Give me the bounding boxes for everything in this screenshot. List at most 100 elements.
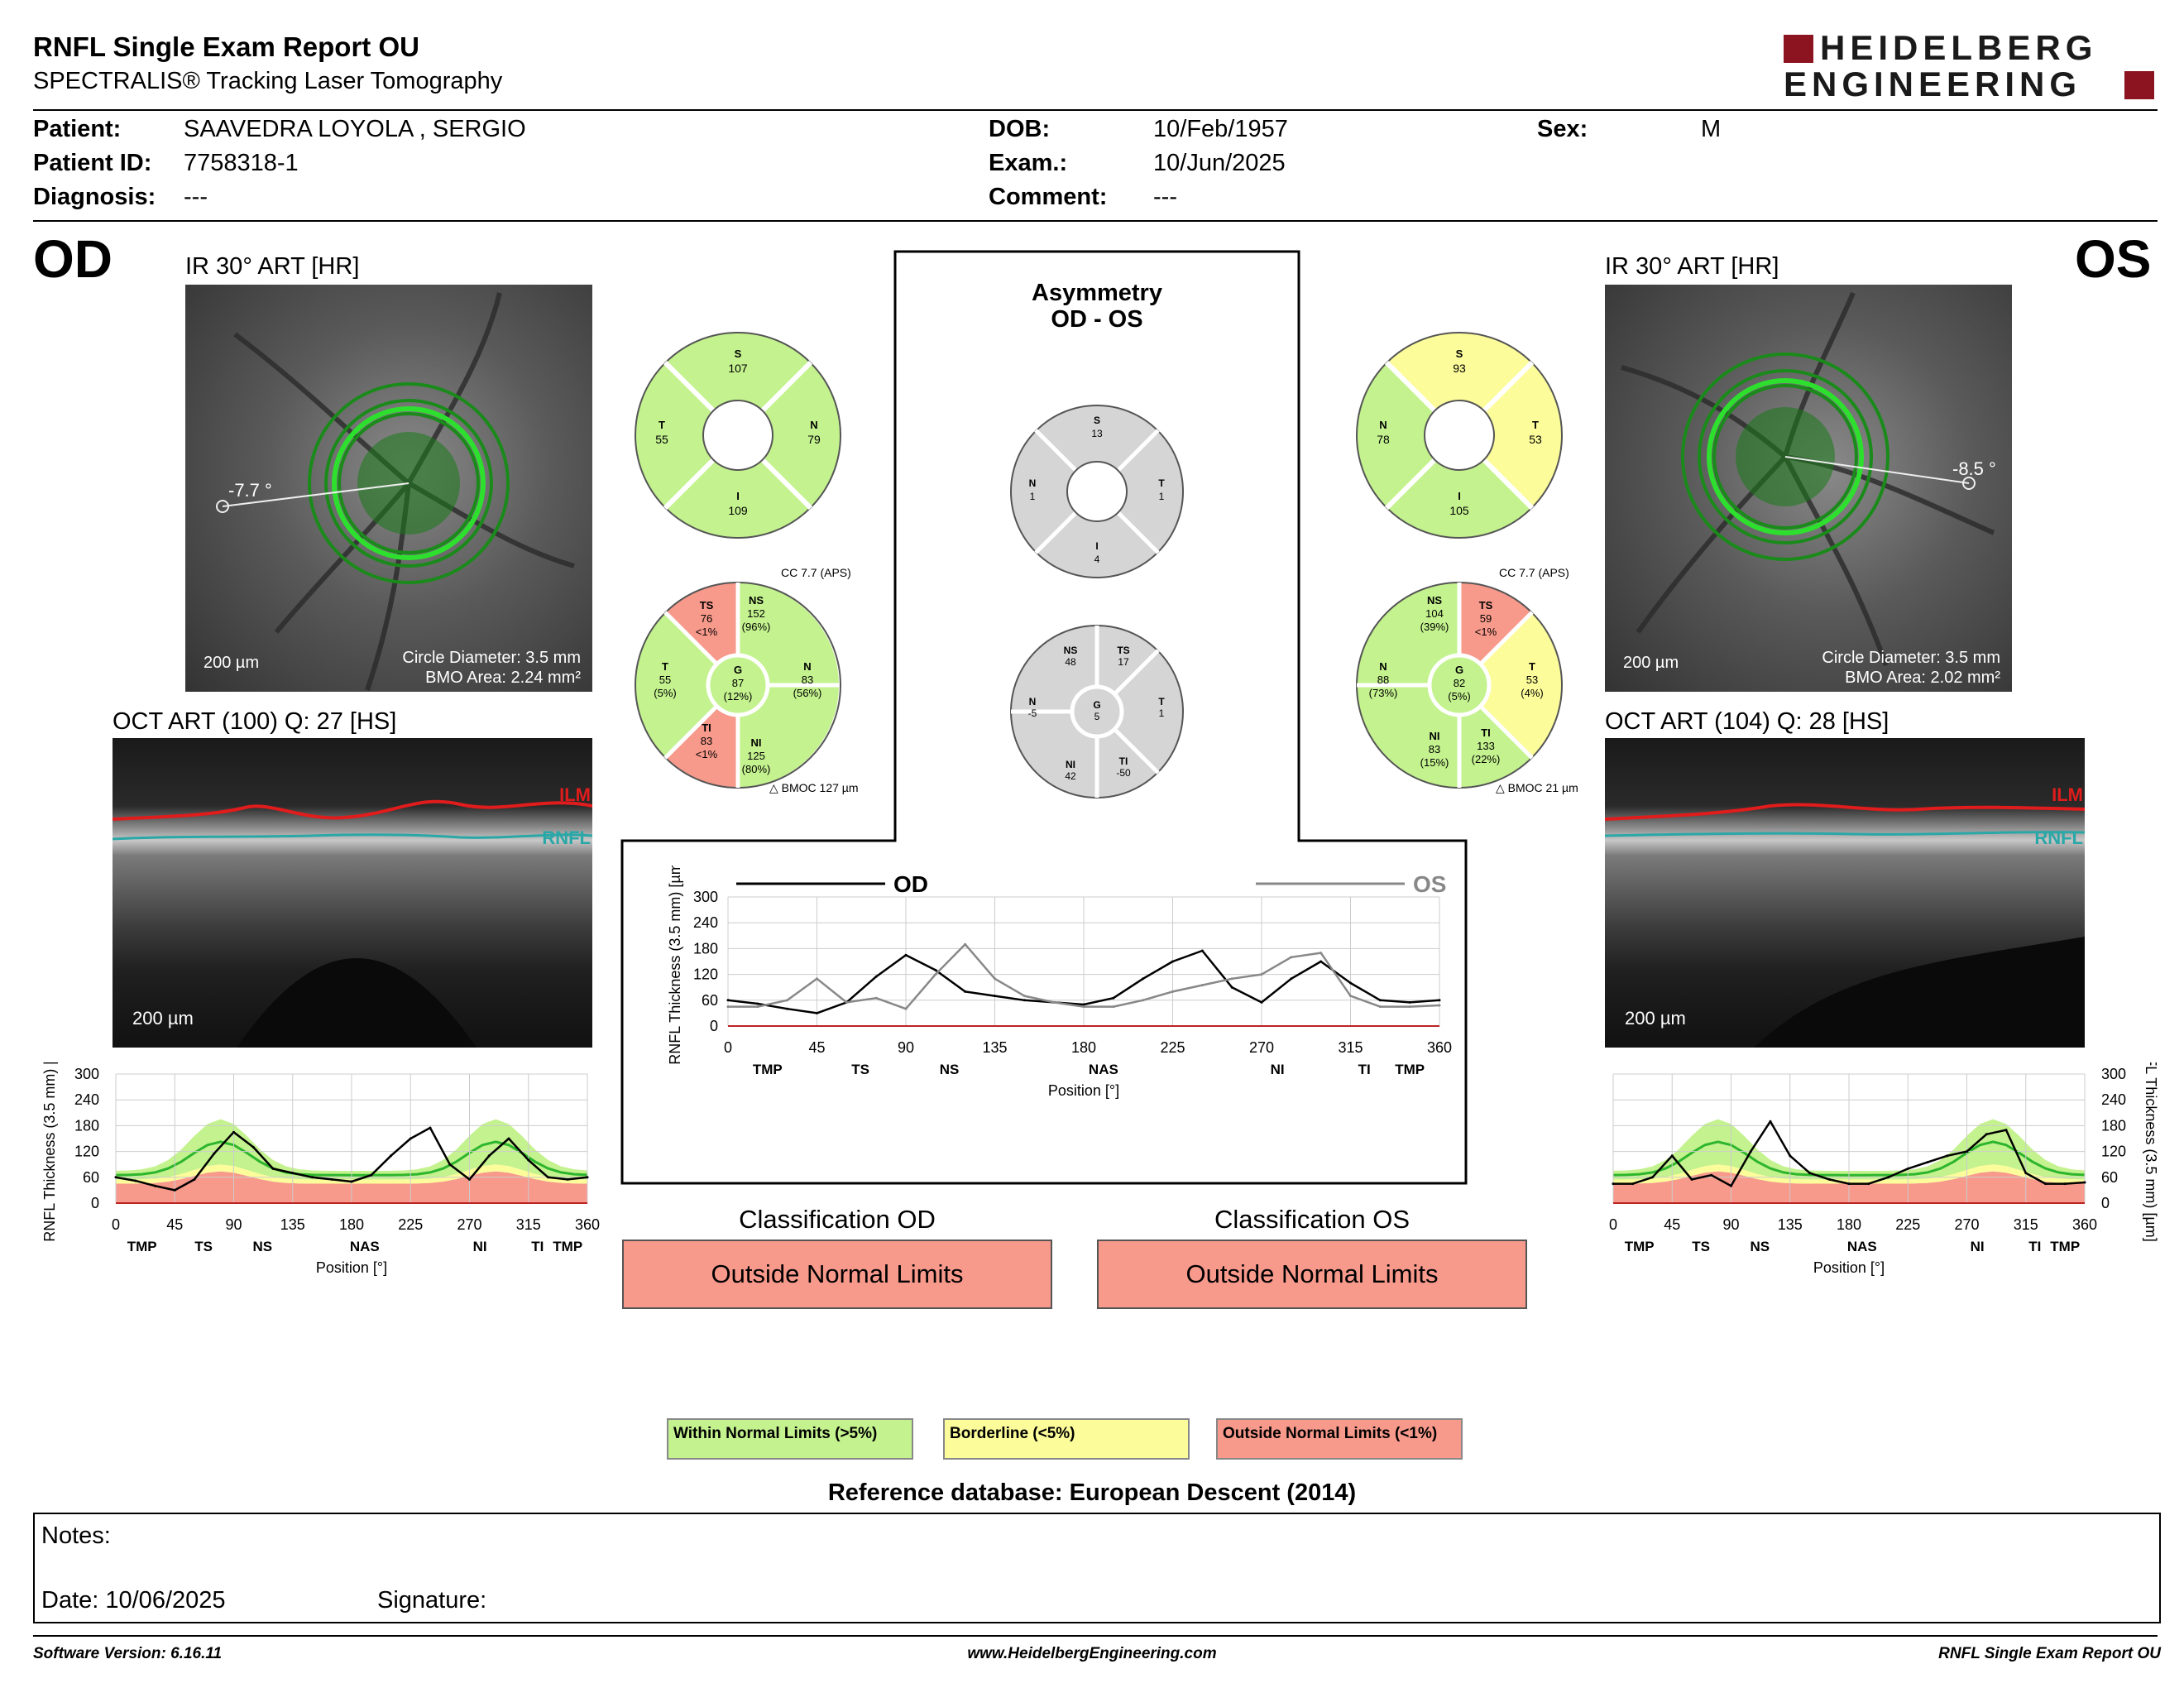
data-point — [1690, 1177, 1693, 1181]
os-bmo-area: BMO Area: 2.02 mm² — [1845, 669, 2000, 687]
data-point — [1200, 984, 1204, 987]
data-point — [756, 1005, 759, 1009]
y-tick-label: 180 — [74, 1117, 99, 1134]
data-point — [1769, 1120, 1772, 1123]
od-s-g-name: G — [734, 664, 742, 676]
x-tick-label: 135 — [1778, 1216, 1803, 1233]
data-point — [1789, 1154, 1792, 1158]
od-s-ti-pct: <1% — [696, 748, 718, 760]
od-s-ti-name: TI — [702, 722, 711, 734]
od-ir-title: IR 30° ART [HR] — [185, 253, 360, 280]
data-point — [527, 1158, 530, 1162]
asymmetry-title-2: OD - OS — [1051, 306, 1143, 333]
os-s-ns: 104 — [1425, 607, 1444, 620]
sector-label: TMP — [127, 1239, 157, 1254]
y-tick-label: 0 — [710, 1018, 718, 1034]
sector-label: TS — [194, 1239, 213, 1254]
sector-label: NI — [1271, 1062, 1285, 1077]
y-tick-label: 120 — [74, 1144, 99, 1160]
x-tick-label: 45 — [808, 1039, 825, 1056]
diagnosis-value: --- — [184, 184, 208, 210]
asym-q-s: 13 — [1091, 428, 1103, 439]
x-tick-label: 270 — [1249, 1039, 1274, 1056]
svg-text:N: N — [810, 419, 817, 431]
od-s-ts: 76 — [701, 612, 712, 625]
x-axis-label: Position [°] — [1048, 1082, 1119, 1099]
notes-box[interactable]: Notes: Date: 10/06/2025 Signature: — [33, 1513, 2161, 1623]
data-point — [816, 977, 818, 981]
x-tick-label: 270 — [1954, 1216, 1979, 1233]
os-angle-text: -8.5 ° — [1952, 458, 1996, 479]
svg-text:N: N — [1379, 660, 1387, 673]
data-point — [1349, 981, 1352, 985]
data-point — [547, 1176, 549, 1179]
y-tick-label: 240 — [74, 1091, 99, 1108]
od-profile-chart: 0 60 120 180 240 300 0 45 90 135 180 225 270 315 360 TM… — [41, 1062, 600, 1276]
od-s-n: 83 — [802, 674, 813, 686]
od-s-g-pct: (12%) — [724, 690, 753, 703]
y-tick-label: 0 — [91, 1195, 99, 1211]
sex-label: Sex: — [1537, 116, 1588, 142]
data-point — [370, 1173, 373, 1177]
od-s-ni: 125 — [747, 750, 765, 762]
software-version: Software Version: 6.16.11 — [33, 1645, 223, 1662]
data-point — [566, 1177, 569, 1181]
data-point — [1200, 949, 1204, 952]
sector-label: NS — [253, 1239, 273, 1254]
od-q-t: 55 — [655, 433, 668, 446]
x-tick-label: 0 — [112, 1216, 120, 1233]
data-point — [1112, 996, 1115, 1000]
y-tick-label: 300 — [2101, 1066, 2126, 1082]
svg-text:(4%): (4%) — [1521, 687, 1543, 699]
asym-s-ns: 48 — [1065, 656, 1076, 668]
svg-text:(73%): (73%) — [1369, 687, 1398, 699]
sex-value: M — [1701, 116, 1722, 142]
os-quadrant-chart: S 93 N 78 T 53 I 105 — [1356, 332, 1563, 539]
x-tick-label: 225 — [1160, 1039, 1185, 1056]
data-point — [994, 995, 996, 998]
od-s-ts-name: TS — [700, 599, 714, 611]
od-rnfl-line — [113, 833, 592, 841]
data-point — [1438, 1004, 1441, 1007]
data-point — [1290, 956, 1293, 959]
x-tick-label: 225 — [1895, 1216, 1920, 1233]
x-tick-label: 90 — [225, 1216, 242, 1233]
y-tick-label: 180 — [2101, 1117, 2126, 1134]
svg-text:NI: NI — [1066, 759, 1075, 770]
report-subtitle: SPECTRALIS® Tracking Laser Tomography — [33, 68, 503, 94]
data-point — [786, 999, 789, 1002]
notes-label: Notes: — [41, 1523, 111, 1549]
data-point — [934, 968, 937, 971]
asym-quadrant-chart: S 13 N 1 T 1 I 4 — [1010, 405, 1184, 578]
y-tick-label: 180 — [693, 940, 718, 957]
x-tick-label: 360 — [1427, 1039, 1452, 1056]
classification-os-box: Outside Normal Limits — [1097, 1240, 1527, 1309]
sector-label: TS — [851, 1062, 869, 1077]
svg-text:G: G — [1455, 664, 1463, 676]
data-point — [1112, 1005, 1115, 1009]
data-point — [1378, 1005, 1382, 1009]
asymmetry-panel-frame — [620, 250, 1468, 1185]
x-tick-label: 45 — [1664, 1216, 1680, 1233]
svg-text:N: N — [1379, 419, 1387, 431]
data-point — [409, 1137, 412, 1140]
website-link[interactable]: www.HeidelbergEngineering.com — [967, 1645, 1217, 1662]
data-point — [1847, 1182, 1851, 1186]
od-cc-label: CC 7.7 (APS) — [781, 566, 851, 579]
sector-label: NAS — [1089, 1062, 1118, 1077]
od-q-i: 109 — [728, 504, 748, 517]
os-s-g: 82 — [1454, 677, 1465, 689]
data-point — [1438, 999, 1441, 1002]
od-s-n-name: N — [803, 660, 811, 673]
od-s-ni-name: NI — [751, 736, 762, 749]
os-ir-title: IR 30° ART [HR] — [1605, 253, 1779, 280]
data-point — [904, 1007, 908, 1010]
data-point — [114, 1176, 117, 1179]
data-point — [1966, 1150, 1968, 1153]
svg-text:<1%: <1% — [1475, 626, 1497, 638]
os-rnfl-label: RNFL — [2034, 827, 2083, 848]
data-point — [448, 1163, 452, 1166]
sector-label: TMP — [2050, 1239, 2080, 1254]
y-axis-label: RNFL Thickness (3.5 mm) [µm] — [41, 1062, 58, 1242]
data-point — [251, 1145, 255, 1149]
